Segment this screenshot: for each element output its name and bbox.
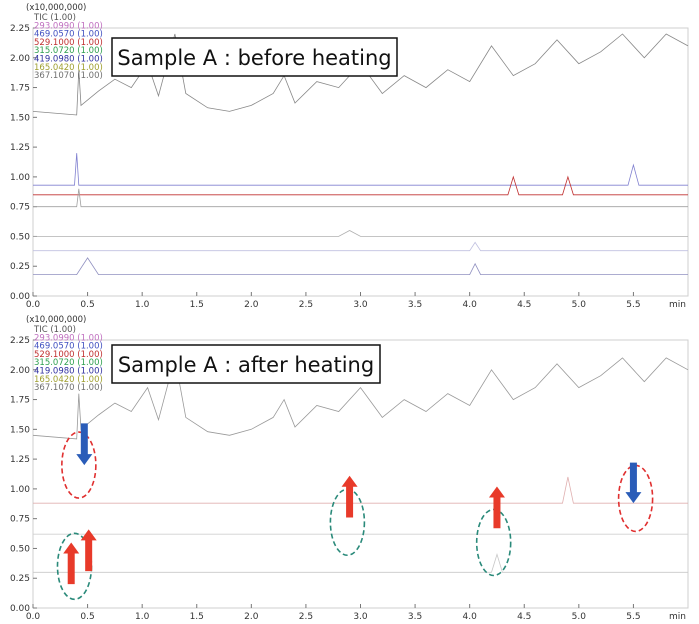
- y-tick-label: 1.25: [10, 455, 30, 465]
- y-tick-label: 1.50: [10, 425, 30, 435]
- chromatogram-trace: [33, 188, 688, 208]
- x-tick-label: 4.5: [517, 612, 531, 620]
- chromatogram-trace: [33, 241, 688, 252]
- x-tick-label: 3.0: [353, 300, 368, 308]
- x-tick-label: 1.0: [135, 300, 150, 308]
- chromatogram-trace: [33, 476, 688, 504]
- chromatogram-trace: [33, 553, 688, 573]
- chromatogram-before-heating: 0.00 0.25 0.50 0.75 1.00 1.25 1.50 1.75 2.00 2.25…: [0, 0, 699, 310]
- y-tick-label: 1.25: [10, 143, 30, 153]
- y-tick-label: 2.00: [10, 54, 30, 64]
- x-tick-label: 5.5: [626, 612, 640, 620]
- x-tick-label: 1.5: [190, 300, 204, 308]
- title-box-frame: [111, 37, 398, 77]
- title-box-frame: [111, 344, 381, 384]
- y-tick-label: 2.00: [10, 366, 30, 376]
- x-tick-label: 2.0: [244, 300, 259, 308]
- y-tick-label: 0.50: [10, 232, 30, 242]
- decrease-arrow: [76, 423, 93, 466]
- increase-arrow: [63, 542, 80, 585]
- y-tick-label: 0.25: [10, 574, 30, 584]
- x-tick-label: 0.0: [26, 612, 41, 620]
- chart-svg-after: 0.00 0.25 0.50 0.75 1.00 1.25 1.50 1.75 2.00 2.25…: [10, 315, 689, 622]
- increase-arrow: [488, 486, 505, 529]
- decrease-arrow: [625, 462, 642, 504]
- highlight-circle: [61, 431, 97, 499]
- y-tick-label: 1.00: [10, 173, 30, 183]
- legend-entry: 315.0720 (1.00): [34, 358, 103, 368]
- legend-entry: 367.1070 (1.00): [34, 71, 103, 81]
- chromatogram-after-heating: 0.00 0.25 0.50 0.75 1.00 1.25 1.50 1.75 2.00 2.25…: [0, 312, 699, 622]
- chromatogram-trace: [33, 230, 688, 237]
- x-tick-label: 4.5: [517, 300, 531, 308]
- legend-entry: 293.0990 (1.00): [34, 333, 103, 343]
- y-tick-label: 1.75: [10, 84, 30, 94]
- legend-entry: 529.1000 (1.00): [34, 350, 103, 360]
- legend-entry: 469.0570 (1.00): [34, 342, 103, 352]
- x-tick-label: 0.5: [80, 612, 94, 620]
- x-tick-label: 4.0: [463, 300, 478, 308]
- y-tick-label: 2.25: [10, 24, 30, 34]
- x-tick-label: 3.5: [408, 612, 422, 620]
- chromatogram-trace: [33, 257, 688, 275]
- legend-entry: 367.1070 (1.00): [34, 383, 103, 393]
- chromatogram-trace: [32, 33, 689, 116]
- x-tick-label: 2.5: [299, 612, 313, 620]
- increase-arrow: [341, 475, 358, 518]
- x-tick-label: 4.0: [463, 612, 478, 620]
- y-tick-label: 1.75: [10, 396, 30, 406]
- x-tick-label: 0.5: [80, 300, 94, 308]
- chromatogram-trace: [33, 175, 688, 196]
- x-tick-label: 0.0: [26, 300, 41, 308]
- x-unit-label: min: [669, 612, 686, 620]
- chart-svg-before: 0.00 0.25 0.50 0.75 1.00 1.25 1.50 1.75 2.00 2.25…: [10, 3, 689, 310]
- legend-entry: 315.0720 (1.00): [34, 46, 103, 56]
- chromatogram-trace: [32, 357, 689, 440]
- legend-entry: 419.0980 (1.00): [34, 367, 103, 377]
- legend-entry: 165.0420 (1.00): [34, 63, 103, 73]
- legend-entry: 469.0570 (1.00): [34, 30, 103, 40]
- x-tick-label: 2.0: [244, 612, 259, 620]
- y-tick-label: 2.25: [10, 336, 30, 346]
- title-box-label: Sample A : before heating: [117, 46, 391, 70]
- legend-entry: TIC (1.00): [33, 325, 76, 335]
- y-scale-label: (x10,000,000): [26, 315, 86, 325]
- legend-entry: 165.0420 (1.00): [34, 375, 103, 385]
- y-tick-label: 0.00: [10, 292, 30, 302]
- x-tick-label: 1.5: [190, 612, 204, 620]
- x-tick-label: 5.0: [572, 300, 587, 308]
- y-tick-label: 0.00: [10, 604, 30, 614]
- y-tick-label: 1.00: [10, 485, 30, 495]
- x-tick-label: 2.5: [299, 300, 313, 308]
- legend-entry: 293.0990 (1.00): [34, 21, 103, 31]
- y-tick-label: 0.25: [10, 262, 30, 272]
- title-box-label: Sample A : after heating: [118, 353, 374, 377]
- x-tick-label: 3.0: [353, 612, 368, 620]
- legend-entry: 419.0980 (1.00): [34, 55, 103, 65]
- x-tick-label: 1.0: [135, 612, 150, 620]
- increase-arrow: [80, 529, 97, 572]
- x-tick-label: 3.5: [408, 300, 422, 308]
- x-tick-label: 5.0: [572, 612, 587, 620]
- y-tick-label: 0.50: [10, 544, 30, 554]
- legend-entry: TIC (1.00): [33, 13, 76, 23]
- chromatogram-trace: [33, 153, 688, 186]
- y-tick-label: 0.75: [10, 203, 30, 213]
- y-tick-label: 1.50: [10, 113, 30, 123]
- x-tick-label: 5.5: [626, 300, 640, 308]
- x-unit-label: min: [669, 300, 686, 308]
- legend-entry: 529.1000 (1.00): [34, 38, 103, 48]
- y-scale-label: (x10,000,000): [26, 3, 86, 13]
- y-tick-label: 0.75: [10, 515, 30, 525]
